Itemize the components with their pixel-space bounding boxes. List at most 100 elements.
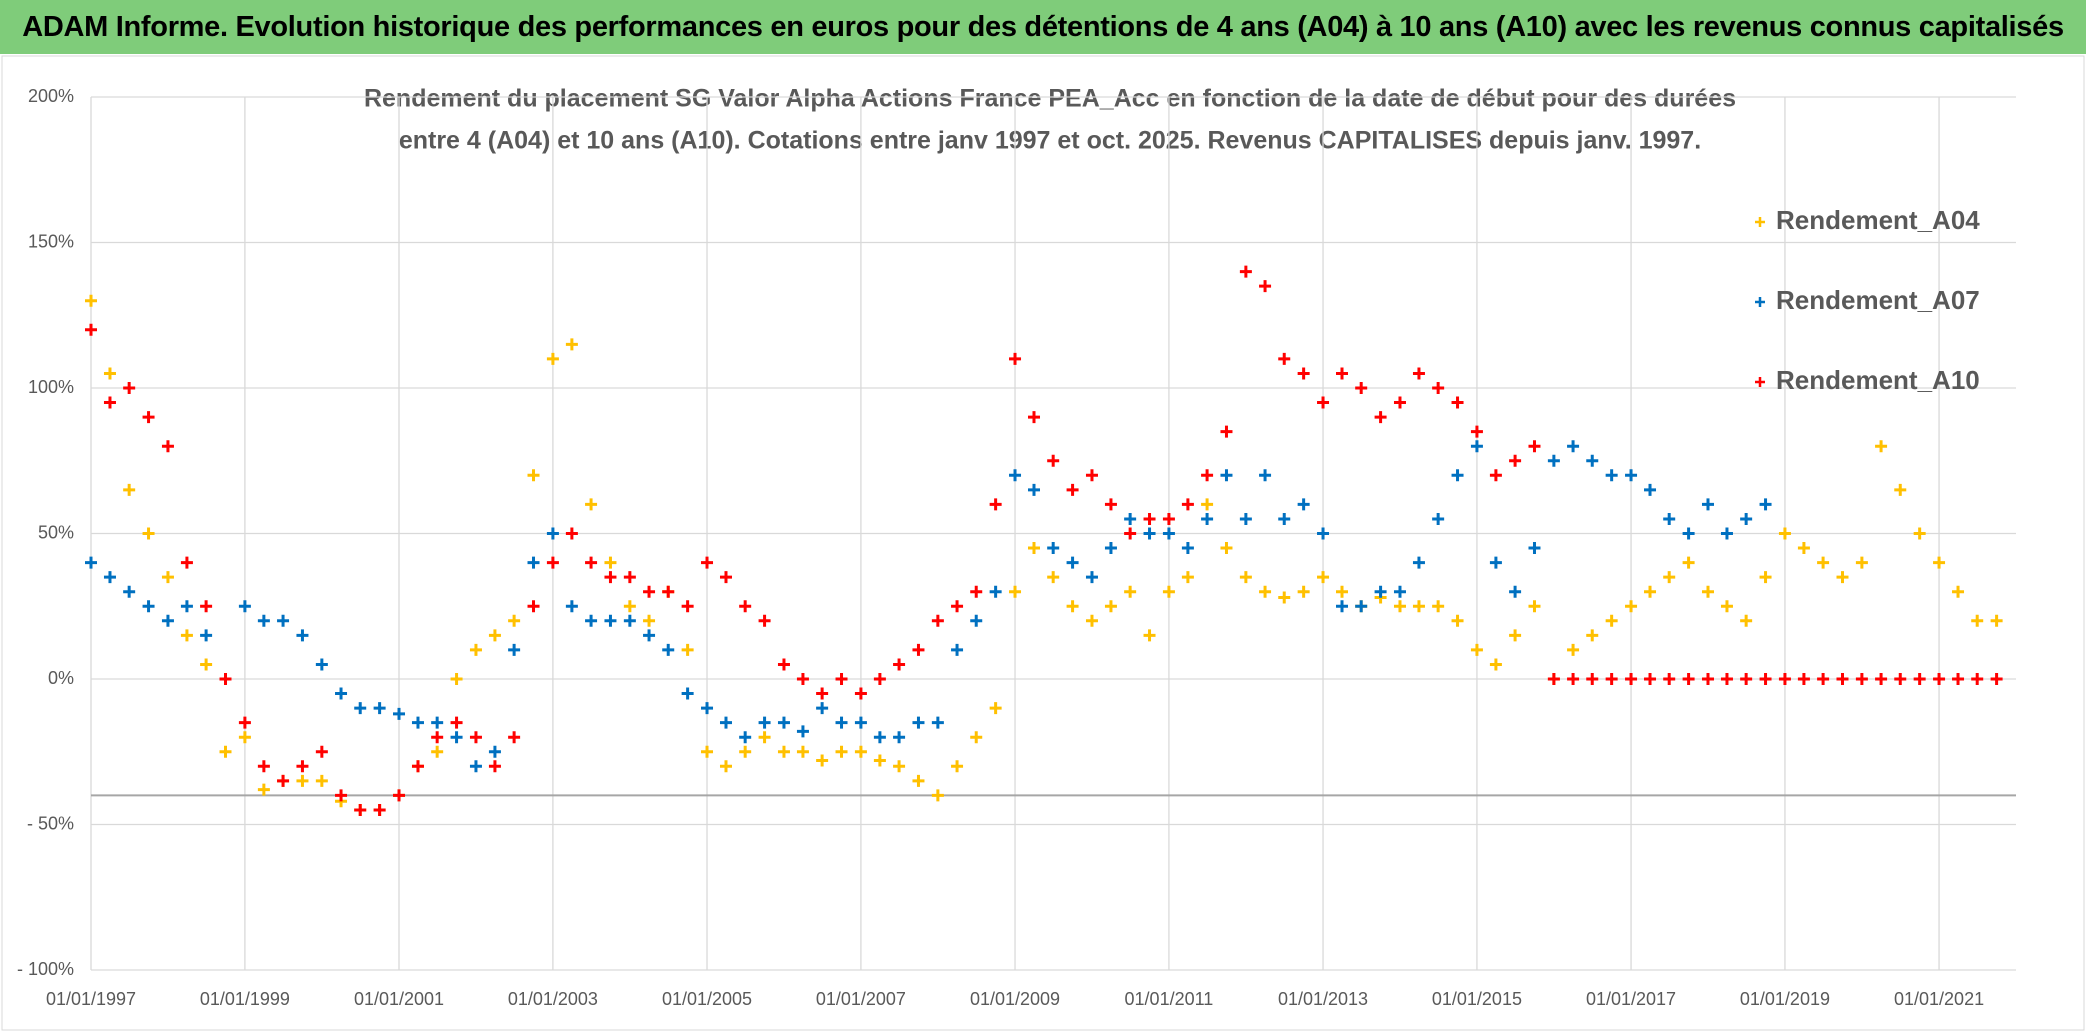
- point: [1451, 396, 1464, 409]
- point: [643, 629, 656, 642]
- point: [1239, 512, 1252, 525]
- point: [1894, 673, 1907, 685]
- chart: Rendement du placement SG Valor Alpha Ac…: [1, 55, 2085, 1031]
- point: [1644, 673, 1657, 685]
- point: [701, 702, 714, 715]
- point: [643, 585, 656, 598]
- point: [1220, 542, 1233, 555]
- point: [315, 658, 328, 671]
- point: [527, 600, 540, 613]
- x-tick-label: 01/01/2011: [1125, 989, 1214, 1009]
- point: [508, 643, 521, 656]
- point: [1470, 425, 1483, 438]
- point: [1297, 367, 1310, 380]
- point: [854, 745, 867, 758]
- point: [431, 716, 444, 729]
- x-tick-label: 01/01/2019: [1740, 989, 1830, 1009]
- point: [1797, 542, 1810, 555]
- point: [1432, 512, 1445, 525]
- point: [1259, 585, 1272, 598]
- point: [1143, 629, 1156, 642]
- point: [257, 783, 270, 796]
- point: [1740, 673, 1753, 685]
- point: [1278, 352, 1291, 365]
- point: [219, 745, 232, 758]
- point: [1355, 382, 1368, 394]
- point: [873, 673, 886, 685]
- point: [142, 600, 155, 613]
- point: [546, 352, 559, 365]
- point: [161, 571, 174, 584]
- point: [354, 803, 367, 816]
- point: [1836, 571, 1849, 584]
- point: [1778, 527, 1791, 540]
- point: [1124, 512, 1137, 525]
- point: [816, 687, 829, 700]
- point: [1682, 673, 1695, 685]
- point: [565, 527, 578, 540]
- point: [604, 614, 617, 627]
- point: [411, 716, 424, 729]
- point: [161, 440, 174, 453]
- point: [1759, 571, 1772, 584]
- point: [1644, 585, 1657, 598]
- point: [970, 731, 983, 744]
- point: [315, 745, 328, 758]
- point: [931, 716, 944, 729]
- point: [238, 716, 251, 729]
- x-tick-label: 01/01/1999: [200, 989, 290, 1009]
- point: [1220, 469, 1233, 482]
- point: [970, 585, 983, 598]
- point: [1393, 396, 1406, 409]
- point: [1489, 556, 1502, 569]
- point: [1047, 571, 1060, 584]
- point: [1432, 600, 1445, 613]
- point: [1740, 614, 1753, 627]
- point: [758, 731, 771, 744]
- point: [277, 774, 290, 787]
- point: [951, 600, 964, 613]
- point: [1720, 600, 1733, 613]
- x-tick-label: 01/01/2015: [1432, 989, 1522, 1009]
- point: [1239, 265, 1252, 278]
- point: [1066, 483, 1079, 496]
- point: [103, 571, 116, 584]
- series: [85, 440, 1772, 773]
- point: [546, 556, 559, 569]
- y-tick-label: - 100%: [17, 959, 74, 979]
- point: [1875, 440, 1888, 453]
- point: [123, 483, 136, 496]
- point: [604, 571, 617, 584]
- point: [1682, 556, 1695, 569]
- point: [912, 643, 925, 656]
- point: [1933, 556, 1946, 569]
- point: [469, 643, 482, 656]
- point: [257, 760, 270, 773]
- point: [701, 556, 714, 569]
- point: [1336, 600, 1349, 613]
- point: [527, 556, 540, 569]
- y-tick-label: 100%: [28, 377, 74, 397]
- point: [1412, 556, 1425, 569]
- point: [565, 338, 578, 351]
- point: [180, 556, 193, 569]
- point: [1374, 585, 1387, 598]
- point: [1278, 512, 1291, 525]
- point: [1797, 673, 1810, 685]
- point: [1509, 585, 1522, 598]
- point: [1297, 498, 1310, 511]
- point: [1952, 585, 1965, 598]
- point: [1432, 382, 1445, 394]
- point: [585, 498, 598, 511]
- point: [1009, 469, 1022, 482]
- point: [1528, 542, 1541, 555]
- point: [1336, 367, 1349, 380]
- point: [1778, 673, 1791, 685]
- point: [1181, 542, 1194, 555]
- point: [1701, 498, 1714, 511]
- point: [1162, 512, 1175, 525]
- point: [951, 643, 964, 656]
- point: [1894, 483, 1907, 496]
- point: [1259, 280, 1272, 293]
- point: [1586, 629, 1599, 642]
